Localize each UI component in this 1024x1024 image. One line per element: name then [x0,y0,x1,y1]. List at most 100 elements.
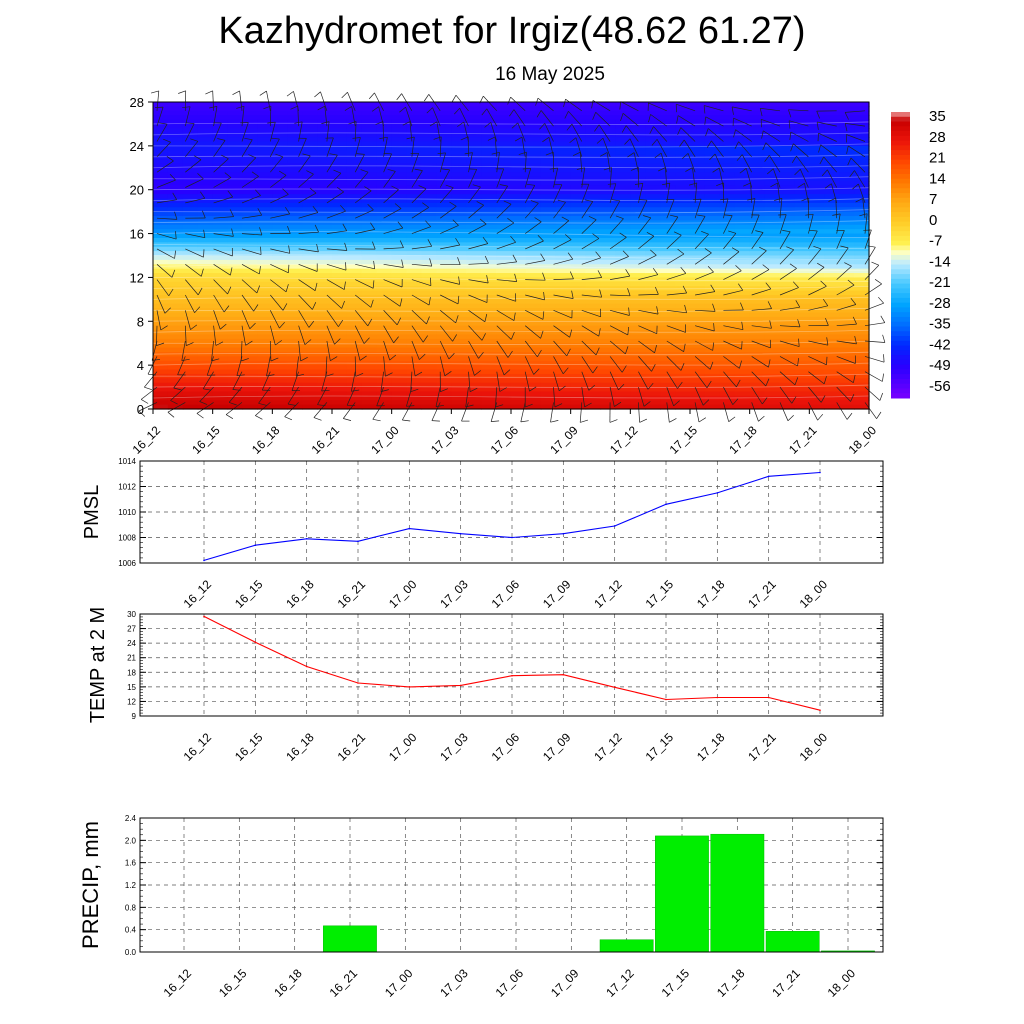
heatmap-cell [704,176,721,182]
heatmap-cell [779,176,796,182]
colorbar-swatch [891,178,910,184]
wind-barb [383,189,399,204]
data-point [665,503,667,506]
heatmap-cell [153,343,169,349]
colorbar-swatch [891,183,910,189]
heatmap-cell [361,259,378,265]
heatmap-cell [212,220,229,226]
heatmap-cell [690,189,706,195]
wind-barb-flag [588,384,596,391]
heatmap-cell [287,312,303,318]
heatmap-cell [242,198,259,204]
heatmap-cell [525,351,542,357]
heatmap-cell [391,395,408,401]
heatmap-cell [421,246,438,252]
heatmap-cell [854,351,870,357]
heatmap-cell [481,207,497,213]
heatmap-cell [824,325,840,331]
heatmap-cell [630,299,646,305]
heatmap-cell [555,137,572,143]
wind-barb [313,402,328,418]
heatmap-cell [675,132,691,138]
heatmap-cell [525,369,542,375]
heatmap-cell [675,395,691,401]
heatmap-cell [257,312,273,318]
heatmap-cell [540,316,557,322]
heatmap-cell [585,400,602,406]
wind-barb-flag [203,229,206,238]
heatmap-cell [197,172,214,178]
wind-barb [638,217,652,234]
wind-barb-flag [317,105,325,111]
heatmap-cell [600,404,617,410]
heatmap-cell [734,303,751,309]
heatmap-cell [824,273,840,279]
heatmap-cell [272,159,288,164]
heatmap-cell [779,185,796,191]
heatmap-cell [317,159,333,164]
wind-barb-flag [820,280,827,287]
heatmap-cell [585,159,602,164]
heatmap-cell [645,128,661,134]
heatmap-cell [197,242,214,248]
heatmap-cell [436,277,452,283]
wind-barb [862,198,866,219]
wind-barb [609,183,617,204]
heatmap-cell [824,365,840,371]
heatmap-cell [197,216,214,222]
heatmap-cell [764,334,781,340]
heatmap-cell [391,194,408,200]
heatmap-cell [555,281,572,287]
wind-barb-flag [430,277,432,286]
heatmap-cell [317,404,333,410]
heatmap-cell [376,259,393,265]
heatmap-cell [287,150,303,156]
heatmap-cell [704,294,721,300]
heatmap-cell [406,338,423,344]
heatmap-cell [242,132,259,138]
heatmap-cell [317,115,333,121]
heatmap-cell [406,330,423,336]
wind-barb [666,253,685,265]
heatmap-cell [719,115,736,121]
heatmap-cell [690,281,706,287]
wind-barb-flag [225,414,234,419]
wind-barb [383,137,388,157]
heatmap-cell [451,395,467,401]
wind-barb [432,107,441,127]
heatmap-cell [704,145,721,151]
wind-barb [240,340,243,362]
heatmap-cell [809,273,825,279]
heatmap-cell [660,159,676,164]
heatmap-cell [794,281,810,287]
heatmap-cell [615,176,631,182]
heatmap-cell [421,373,438,379]
wind-barb [181,340,186,361]
heatmap-cell [272,150,288,156]
heatmap-cell [600,137,617,143]
heatmap-cell [511,128,527,134]
heatmap-cell [779,259,796,265]
heatmap-cell [346,308,363,314]
heatmap-cell [242,145,259,151]
heatmap-cell [212,338,229,344]
heatmap-cell [600,330,617,336]
wind-barb-flag [572,151,581,157]
heatmap-cell [854,251,870,257]
wind-barb-flag [846,145,849,154]
heatmap-cell [630,145,646,151]
wind-barb [435,387,441,407]
heatmap-cell [690,229,706,235]
heatmap-cell [660,224,676,230]
heatmap-cell [167,404,184,410]
wind-barb [808,356,827,366]
wind-barb [156,294,166,314]
heatmap-cell [212,115,229,121]
wind-barb [185,279,199,296]
heatmap-cell [376,294,393,300]
wind-barb [845,110,866,113]
heatmap-cell [645,172,661,178]
heatmap-cell [481,259,497,265]
wind-barb-flag [680,362,685,371]
heatmap-cell [779,194,796,200]
